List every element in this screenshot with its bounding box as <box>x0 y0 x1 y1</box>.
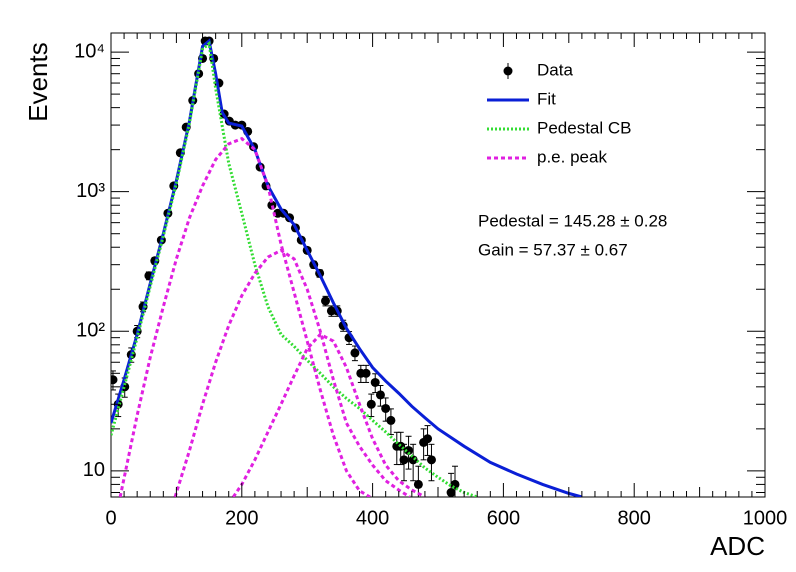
x-tick-label: 400 <box>356 507 389 529</box>
x-tick-label: 1000 <box>743 507 788 529</box>
data-point <box>321 296 331 306</box>
curve <box>111 38 583 497</box>
data-point <box>413 479 423 489</box>
x-tick-label: 600 <box>487 507 520 529</box>
x-tick-label: 800 <box>618 507 651 529</box>
data-point <box>426 455 436 465</box>
curve <box>173 248 411 497</box>
data-point <box>111 375 118 385</box>
data-point <box>350 348 360 358</box>
x-tick-label: 200 <box>225 507 258 529</box>
data-point <box>381 403 391 413</box>
y-tick-label: 10⁴ <box>74 40 105 62</box>
data-point <box>450 479 460 489</box>
annotation: Gain = 57.37 ± 0.67 <box>478 240 628 259</box>
y-tick-label: 10 <box>83 459 105 481</box>
annotation: Pedestal = 145.28 ± 0.28 <box>478 211 667 230</box>
data-point <box>370 377 380 387</box>
legend-label: p.e. peak <box>537 147 607 166</box>
legend-label: Data <box>537 60 573 79</box>
data-point <box>408 455 418 465</box>
legend-label: Pedestal CB <box>537 118 632 137</box>
plot-area <box>111 36 583 497</box>
x-axis-title: ADC <box>710 531 765 561</box>
data-point <box>361 368 371 378</box>
data-point <box>404 445 414 455</box>
data-point <box>423 434 433 444</box>
data-point <box>366 399 376 409</box>
legend-label: Fit <box>537 89 556 108</box>
legend-swatch <box>503 66 513 76</box>
data-point <box>399 455 409 465</box>
curve <box>232 332 426 497</box>
y-tick-label: 10² <box>76 320 105 342</box>
y-tick-label: 10³ <box>76 180 105 202</box>
y-axis-title: Events <box>23 42 53 122</box>
data-point <box>386 415 396 425</box>
curve <box>118 136 371 497</box>
data-point <box>375 390 385 400</box>
x-tick-label: 0 <box>105 507 116 529</box>
